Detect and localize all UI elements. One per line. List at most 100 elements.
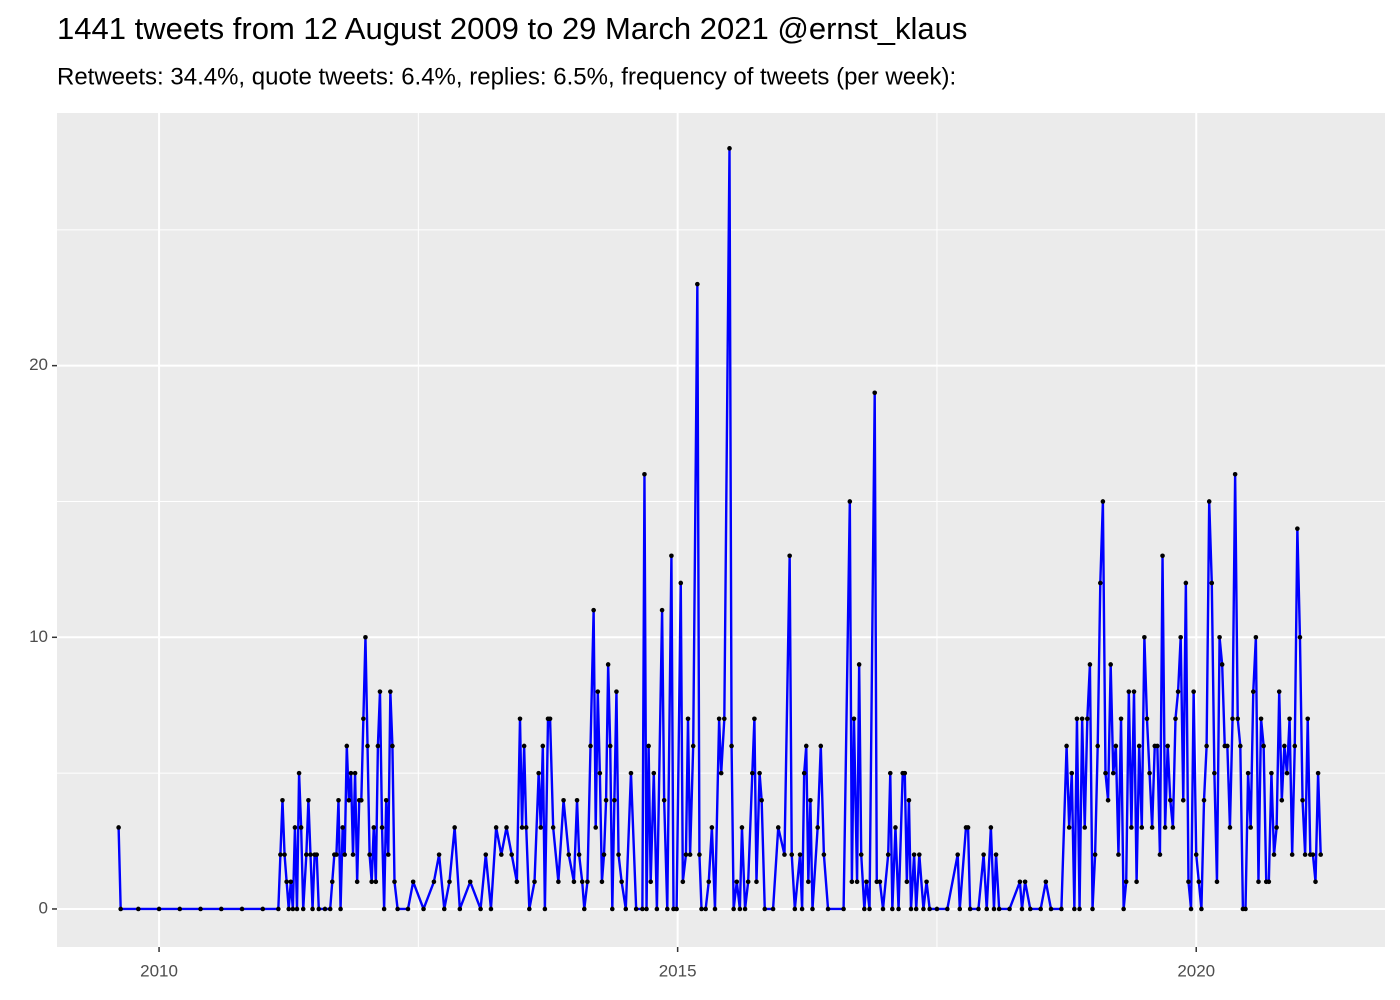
data-point [538, 825, 544, 830]
data-point [988, 825, 994, 830]
data-point [706, 879, 712, 885]
data-point [623, 906, 629, 912]
data-point [300, 906, 306, 912]
data-point [1074, 716, 1080, 722]
data-point [729, 743, 734, 749]
data-point [754, 879, 759, 885]
data-point [628, 770, 634, 776]
data-point [885, 852, 891, 857]
x-tick-label: 2015 [659, 961, 697, 980]
data-point [348, 770, 354, 776]
data-point [1318, 852, 1323, 857]
data-point [619, 879, 624, 885]
data-point [1230, 716, 1235, 722]
data-point [722, 716, 727, 722]
data-point [1276, 689, 1282, 694]
data-point [1126, 689, 1132, 694]
data-point [561, 798, 566, 803]
data-point [716, 716, 722, 722]
y-tick-label: 10 [29, 627, 48, 646]
data-point [797, 852, 803, 857]
data-point [965, 825, 971, 830]
data-point [574, 798, 580, 803]
data-point [1110, 770, 1116, 776]
data-point [1266, 879, 1272, 885]
data-point [1315, 770, 1321, 776]
data-point [340, 825, 345, 830]
data-point [1225, 743, 1230, 749]
data-point [1142, 635, 1147, 640]
data-point [1258, 716, 1264, 722]
data-point [678, 580, 684, 586]
data-point [1097, 580, 1103, 586]
data-point [198, 906, 203, 912]
y-tick-label: 20 [29, 355, 48, 374]
data-point [955, 852, 960, 857]
data-point [532, 879, 537, 885]
data-point [683, 852, 689, 857]
data-point [739, 825, 745, 830]
data-point [1079, 716, 1085, 722]
data-point [1157, 852, 1163, 857]
data-point [849, 879, 855, 885]
data-point [290, 906, 296, 912]
data-point [547, 716, 553, 722]
data-point [927, 906, 932, 912]
data-point [457, 906, 463, 912]
plot-panel [57, 113, 1385, 947]
data-point [1085, 716, 1090, 722]
data-point [599, 879, 605, 885]
data-point [350, 852, 356, 857]
data-point [1100, 499, 1106, 504]
x-tick-label: 2020 [1177, 961, 1215, 980]
data-point [1248, 825, 1253, 830]
data-point [1219, 662, 1225, 667]
data-point [218, 906, 224, 912]
data-point [841, 906, 846, 912]
data-point [862, 906, 867, 912]
data-point [478, 906, 483, 912]
data-point [1105, 798, 1111, 803]
data-point [1227, 825, 1233, 830]
data-point [1043, 879, 1049, 885]
data-point [1173, 716, 1178, 722]
data-point [359, 798, 364, 803]
data-point [1199, 906, 1204, 912]
data-point [1300, 798, 1305, 803]
data-point [762, 906, 768, 912]
data-point [917, 852, 922, 857]
data-point [314, 852, 320, 857]
data-point [327, 906, 333, 912]
data-point [1287, 716, 1292, 722]
data-point [731, 906, 736, 912]
data-point [1245, 770, 1251, 776]
data-point [375, 743, 381, 749]
data-point [877, 879, 883, 885]
data-point [856, 662, 862, 667]
data-point [1134, 879, 1139, 885]
data-point [383, 798, 389, 803]
data-point [1144, 716, 1150, 722]
data-point [1090, 906, 1095, 912]
data-point [322, 906, 328, 912]
data-point [1022, 879, 1028, 885]
data-point [1038, 906, 1043, 912]
data-point [597, 770, 603, 776]
data-point [911, 852, 917, 857]
data-point [1186, 879, 1191, 885]
data-point [298, 825, 304, 830]
data-point [405, 906, 411, 912]
data-point [579, 879, 585, 885]
data-point [612, 798, 617, 803]
data-point [527, 906, 532, 912]
data-point [1232, 472, 1238, 477]
data-point [385, 852, 391, 857]
data-point [651, 770, 657, 776]
data-point [687, 852, 693, 857]
data-point [509, 852, 514, 857]
data-point [1019, 906, 1025, 912]
data-point [286, 906, 292, 912]
data-point [514, 879, 520, 885]
data-point [1235, 716, 1241, 722]
data-point [607, 743, 613, 749]
